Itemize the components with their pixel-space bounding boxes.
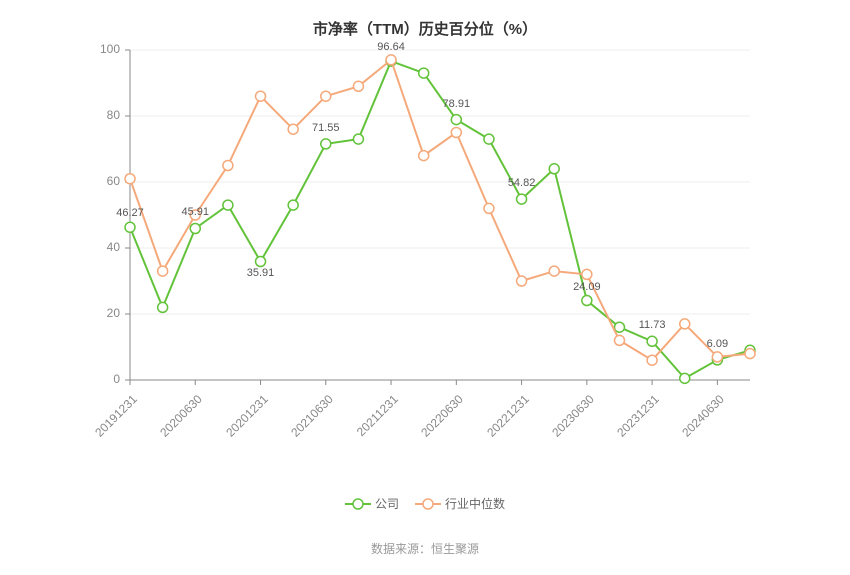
data-point-label: 6.09 bbox=[707, 338, 728, 350]
y-tick-label: 60 bbox=[107, 174, 120, 188]
y-tick-label: 20 bbox=[107, 306, 120, 320]
chart-title: 市净率（TTM）历史百分位（%） bbox=[0, 18, 850, 39]
y-tick-label: 0 bbox=[113, 372, 120, 386]
legend-item[interactable]: 公司 bbox=[345, 495, 399, 512]
data-point-label: 96.64 bbox=[377, 41, 405, 53]
y-tick-label: 40 bbox=[107, 240, 120, 254]
chart-container: 市净率（TTM）历史百分位（%） 020406080100 2019123120… bbox=[0, 0, 850, 575]
data-point-label: 45.91 bbox=[181, 206, 209, 218]
data-point-label: 35.91 bbox=[247, 267, 275, 279]
data-point-label: 71.55 bbox=[312, 122, 340, 134]
y-tick-label: 100 bbox=[100, 42, 120, 56]
data-point-label: 78.91 bbox=[443, 98, 471, 110]
legend: 公司 行业中位数 bbox=[0, 495, 850, 515]
data-point-label: 11.73 bbox=[639, 319, 666, 331]
legend-marker-icon bbox=[345, 498, 371, 510]
legend-marker-icon bbox=[415, 498, 441, 510]
legend-label: 公司 bbox=[375, 495, 399, 512]
data-point-label: 24.09 bbox=[573, 281, 601, 293]
legend-item[interactable]: 行业中位数 bbox=[415, 495, 505, 512]
y-tick-label: 80 bbox=[107, 108, 120, 122]
data-point-label: 54.82 bbox=[508, 177, 536, 189]
data-point-label: 46.27 bbox=[116, 207, 144, 219]
legend-label: 行业中位数 bbox=[445, 495, 505, 512]
source-text: 数据来源：恒生聚源 bbox=[0, 540, 850, 557]
